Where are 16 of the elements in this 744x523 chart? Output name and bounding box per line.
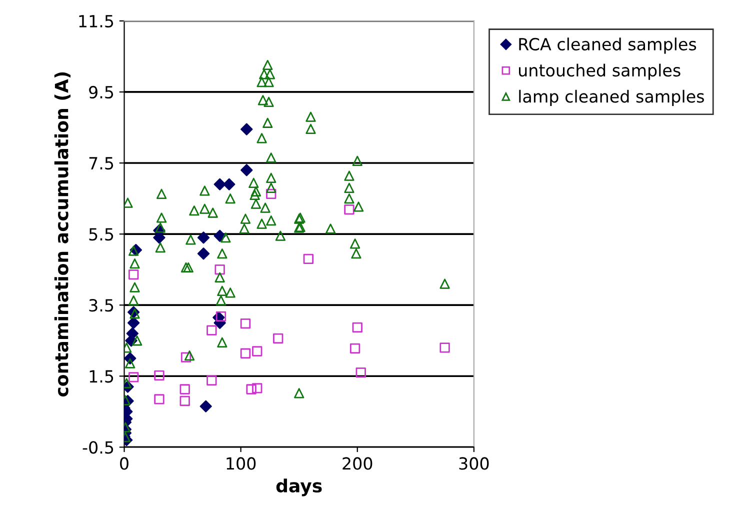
- x-tick-label: 0: [120, 457, 128, 470]
- x-axis-title: days: [276, 478, 322, 496]
- y-tick-label: 7.5: [89, 157, 114, 170]
- legend-label: untouched samples: [519, 64, 680, 80]
- x-tick-label: 100: [226, 457, 256, 470]
- legend-label: RCA cleaned samples: [519, 38, 696, 54]
- x-tick-label: 200: [342, 457, 372, 470]
- legend-label: lamp cleaned samples: [519, 90, 704, 106]
- y-tick-label: -0.5: [82, 441, 114, 454]
- y-tick-label: 9.5: [89, 86, 114, 99]
- y-tick-label: 3.5: [89, 299, 114, 312]
- y-tick-label: 5.5: [89, 228, 114, 241]
- y-tick-label: 1.5: [90, 370, 114, 383]
- y-tick-label: 11.5: [79, 15, 114, 28]
- x-tick-label: 300: [459, 457, 489, 470]
- y-axis-title: contamination accumulation (A): [54, 72, 70, 397]
